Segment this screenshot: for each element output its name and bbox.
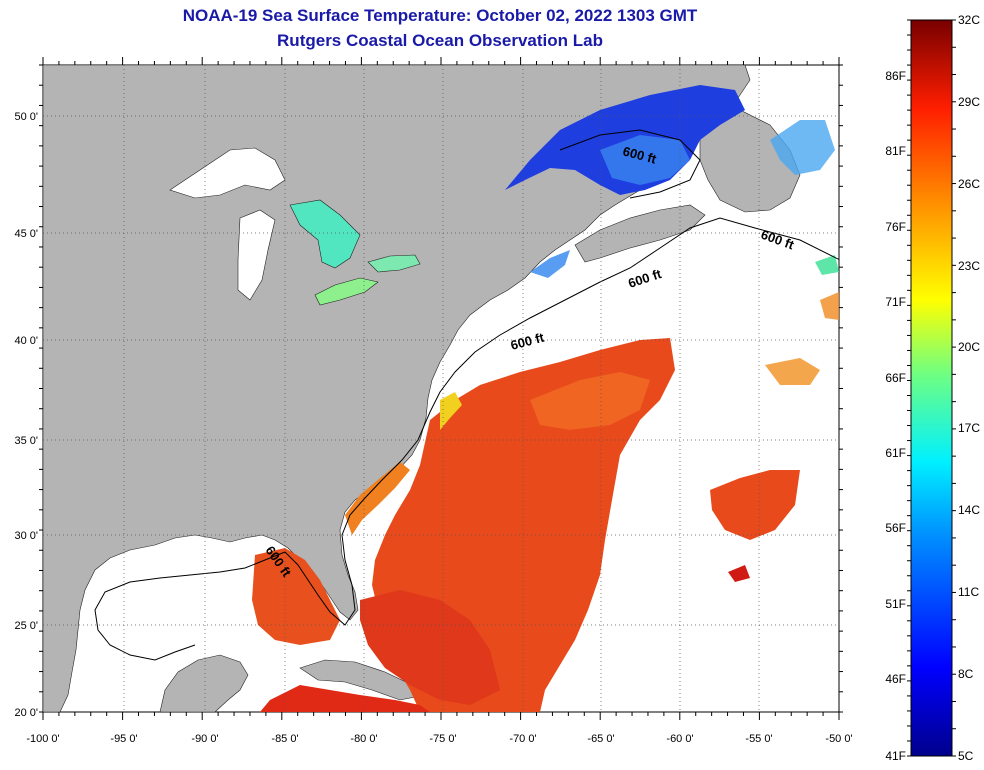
colorbar-label-14c: 14C [958, 503, 980, 517]
lat-lon-grid [43, 65, 839, 712]
st-lawrence-water-light [600, 135, 690, 185]
lon-label-65w: -65 0' [587, 733, 614, 745]
newfoundland-land [699, 109, 801, 213]
lat-label-45n: 45 0' [14, 228, 38, 240]
lake-erie [314, 277, 379, 306]
lon-label-90w: -90 0' [191, 733, 218, 745]
eastern-orange-patch [765, 358, 820, 385]
st-lawrence-water [505, 85, 745, 195]
gulf-contour-line [94, 551, 286, 661]
east-warm-patch [710, 470, 800, 540]
gulf-of-mexico-water [252, 548, 340, 645]
coastal-warm-strip [345, 462, 410, 535]
lake-superior [169, 147, 286, 199]
lon-label-80w: -80 0' [350, 733, 377, 745]
lon-label-60w: -60 0' [666, 733, 693, 745]
sargasso-warm-patch [530, 372, 650, 430]
lon-label-85w: -85 0' [271, 733, 298, 745]
north-america-land [43, 65, 751, 712]
yucatan-land [159, 654, 249, 712]
lon-label-75w: -75 0' [429, 733, 456, 745]
colorbar-label-8c: 8C [958, 667, 974, 681]
colorbar-label-81f: 81F [885, 144, 906, 158]
colorbar-label-76f: 76F [885, 220, 906, 234]
map-title: NOAA-19 Sea Surface Temperature: October… [182, 6, 698, 25]
colorbar-label-26c: 26C [958, 177, 980, 191]
lon-label-70w: -70 0' [509, 733, 536, 745]
eastern-orange-patch-2 [820, 292, 839, 320]
lat-label-50n: 50 0' [14, 111, 38, 123]
colorbar-label-56f: 56F [885, 521, 906, 535]
colorbar-label-41f: 41F [885, 749, 906, 763]
lake-michigan [237, 209, 276, 301]
grand-banks-water [815, 255, 839, 275]
lat-label-30n: 30 0' [14, 530, 38, 542]
shelf-contour-line [284, 217, 839, 626]
lat-label-25n: 25 0' [14, 620, 38, 632]
caribbean-water [260, 685, 430, 712]
lake-ontario [367, 254, 421, 273]
colorbar-label-61f: 61F [885, 446, 906, 460]
lat-label-35n: 35 0' [14, 435, 38, 447]
nova-scotia-land [574, 204, 706, 263]
nova-scotia-shelf-water [530, 250, 570, 278]
hatteras-yellow-patch [440, 392, 462, 430]
colorbar-label-17c: 17C [958, 421, 980, 435]
colorbar-label-86f: 86F [885, 69, 906, 83]
colorbar-label-51f: 51F [885, 597, 906, 611]
lake-huron [289, 199, 361, 269]
lat-label-40n: 40 0' [14, 335, 38, 347]
colorbar-label-11c: 11C [958, 585, 979, 599]
east-hot-spot [728, 565, 750, 582]
colorbar-label-46f: 46F [885, 672, 906, 686]
lon-label-50w: -50 0' [825, 733, 852, 745]
colorbar-label-29c: 29C [958, 95, 980, 109]
colorbar-label-20c: 20C [958, 340, 980, 354]
temperature-colorbar [910, 19, 953, 757]
colorbar-label-23c: 23C [958, 259, 980, 273]
bahamas-warm-water [360, 590, 500, 705]
lon-label-95w: -95 0' [110, 733, 137, 745]
colorbar-label-32c: 32C [958, 13, 980, 27]
map-subtitle: Rutgers Coastal Ocean Observation Lab [277, 31, 603, 50]
colorbar-label-66f: 66F [885, 371, 906, 385]
lon-label-55w: -55 0' [745, 733, 772, 745]
lat-label-20n: 20 0' [14, 707, 38, 719]
lon-label-100w: -100 0' [26, 733, 59, 745]
colorbar-label-71f: 71F [885, 295, 906, 309]
colorbar-label-5c: 5C [958, 749, 974, 763]
labrador-contour-line [559, 129, 701, 199]
labrador-water [770, 120, 835, 175]
